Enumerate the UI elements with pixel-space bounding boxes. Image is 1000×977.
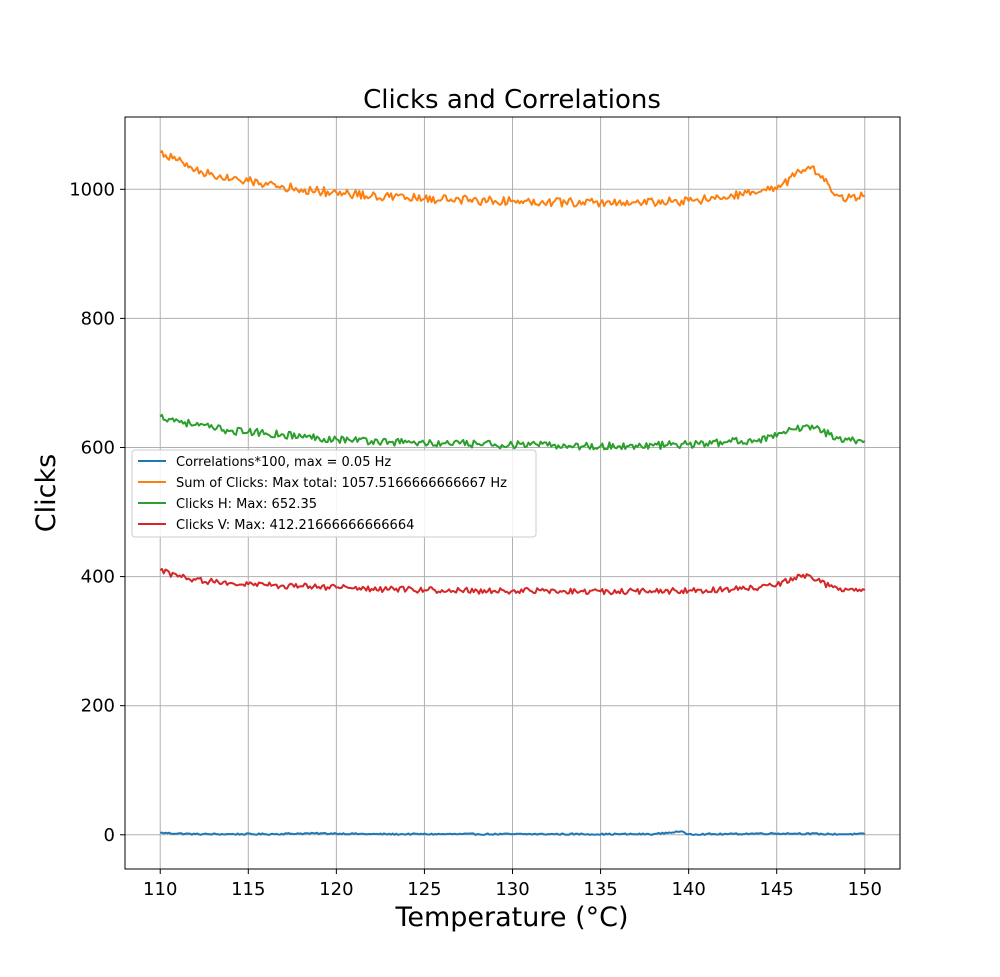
y-axis-title: Clicks [31, 454, 62, 532]
series-line [159, 413, 866, 451]
y-tick-label: 0 [104, 825, 115, 846]
series-line [159, 568, 866, 596]
x-axis-title: Temperature (°C) [394, 902, 628, 933]
x-tick-label: 140 [671, 879, 705, 900]
series-line [160, 830, 866, 836]
legend-box [131, 449, 537, 538]
y-tick-label: 1000 [69, 179, 115, 200]
x-tick-label: 130 [495, 879, 529, 900]
legend-items: Correlations*100, max = 0.05 Hz Sum of Cl… [138, 455, 507, 533]
x-axis-ticks: 110 115 120 125 130 135 140 145 150 [143, 869, 882, 900]
series-lines [159, 150, 866, 836]
chart-title: Clicks and Correlations [363, 85, 661, 115]
legend: Correlations*100, max = 0.05 Hz Sum of Cl… [131, 449, 537, 538]
y-tick-label: 600 [81, 437, 115, 458]
x-tick-label: 135 [583, 879, 617, 900]
y-tick-label: 200 [81, 696, 115, 717]
series-line [159, 150, 866, 208]
x-tick-label: 120 [319, 879, 353, 900]
legend-label: Clicks H: Max: 652.35 [176, 497, 317, 512]
x-tick-label: 145 [760, 879, 794, 900]
legend-label: Clicks V: Max: 412.21666666666664 [176, 518, 414, 533]
y-tick-label: 800 [81, 308, 115, 329]
y-tick-label: 400 [81, 567, 115, 588]
x-tick-label: 150 [848, 879, 882, 900]
legend-label: Sum of Clicks: Max total: 1057.516666666… [176, 476, 507, 491]
x-tick-label: 115 [231, 879, 265, 900]
x-tick-label: 110 [143, 879, 177, 900]
y-axis-ticks: 0 200 400 600 800 1000 [69, 179, 125, 846]
x-tick-label: 125 [407, 879, 441, 900]
legend-label: Correlations*100, max = 0.05 Hz [176, 455, 391, 470]
